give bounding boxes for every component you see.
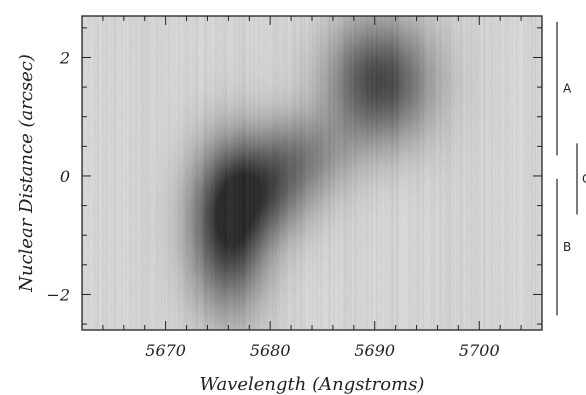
region-label-c: C xyxy=(582,172,586,186)
y-axis-title: Nuclear Distance (arcsec) xyxy=(16,54,37,293)
region-label-a: A xyxy=(563,82,572,96)
spectrum-heatmap xyxy=(82,16,542,330)
region-markers: A C B xyxy=(556,21,586,316)
x-tick-label: 5700 xyxy=(459,341,500,360)
y-tick-label: −2 xyxy=(46,285,70,304)
x-tick-label: 5680 xyxy=(250,341,291,360)
y-tick-label: 0 xyxy=(60,167,70,186)
x-tick-label: 5670 xyxy=(145,341,186,360)
region-label-b: B xyxy=(563,240,571,254)
axis-ticks xyxy=(82,16,543,330)
tick-labels: 5670 5680 5690 5700 2 0 −2 xyxy=(46,48,499,360)
plot-area xyxy=(81,15,543,331)
x-tick-label: 5690 xyxy=(354,341,395,360)
y-tick-label: 2 xyxy=(59,48,70,67)
x-axis-title: Wavelength (Angstroms) xyxy=(200,374,425,395)
